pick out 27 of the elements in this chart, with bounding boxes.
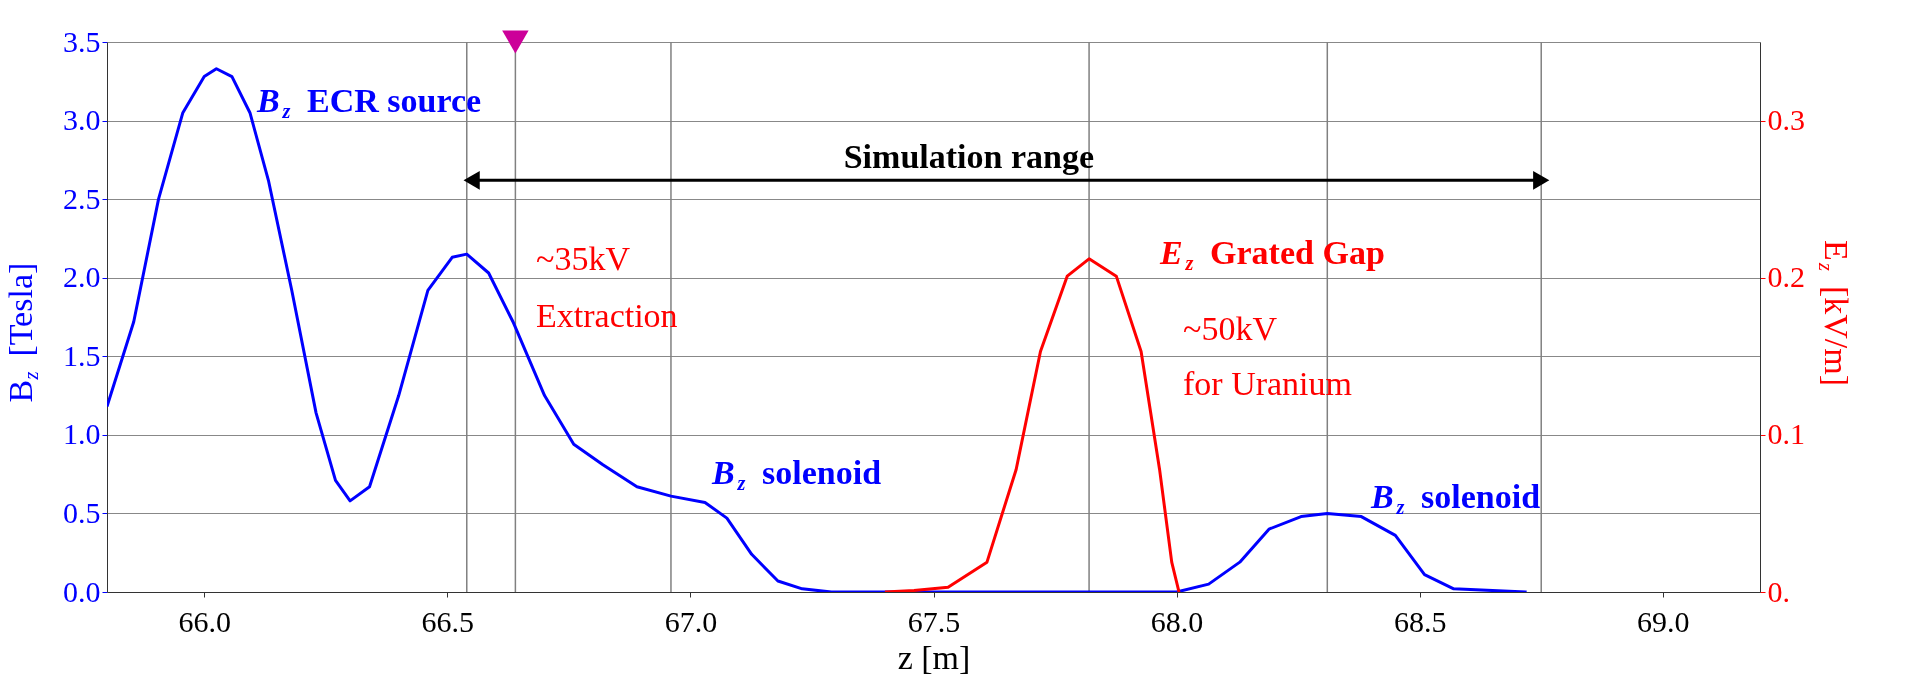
- y-tick-label: 1.5: [63, 338, 101, 372]
- annotation: ~50kV: [1183, 310, 1278, 347]
- y2-tick-label: 0.1: [1767, 417, 1805, 451]
- y-tick-label: 0.0: [63, 574, 101, 608]
- y-tick-label: 2.0: [63, 260, 101, 294]
- x-tick-label: 66.0: [178, 604, 231, 638]
- x-axis-title: z [m]: [897, 638, 971, 676]
- x-tick-label: 69.0: [1637, 604, 1690, 638]
- annotation: for Uranium: [1183, 365, 1353, 402]
- y2-axis-title: Ez [kV/m]: [1814, 239, 1855, 386]
- y-tick-label: 2.5: [63, 181, 101, 215]
- annotation: Extraction: [536, 297, 678, 334]
- x-tick-label: 67.0: [664, 604, 718, 638]
- annotation: Simulation range: [843, 138, 1095, 175]
- y-tick-label: 3.5: [63, 24, 101, 58]
- y-tick-label: 0.5: [63, 495, 101, 529]
- x-tick-label: 66.5: [421, 604, 475, 638]
- y-tick-label: 3.0: [63, 103, 101, 137]
- x-tick-label: 68.0: [1150, 604, 1204, 638]
- y-tick-label: 1.0: [63, 417, 101, 451]
- x-tick-label: 68.5: [1393, 604, 1447, 638]
- x-tick-label: 67.5: [907, 604, 961, 638]
- y-axis-title: Bz [Tesla]: [2, 262, 43, 403]
- annotation: ~35kV: [536, 240, 631, 277]
- y2-tick-label: 0.: [1767, 574, 1790, 608]
- y2-tick-label: 0.2: [1767, 260, 1805, 294]
- y2-tick-label: 0.3: [1767, 103, 1805, 137]
